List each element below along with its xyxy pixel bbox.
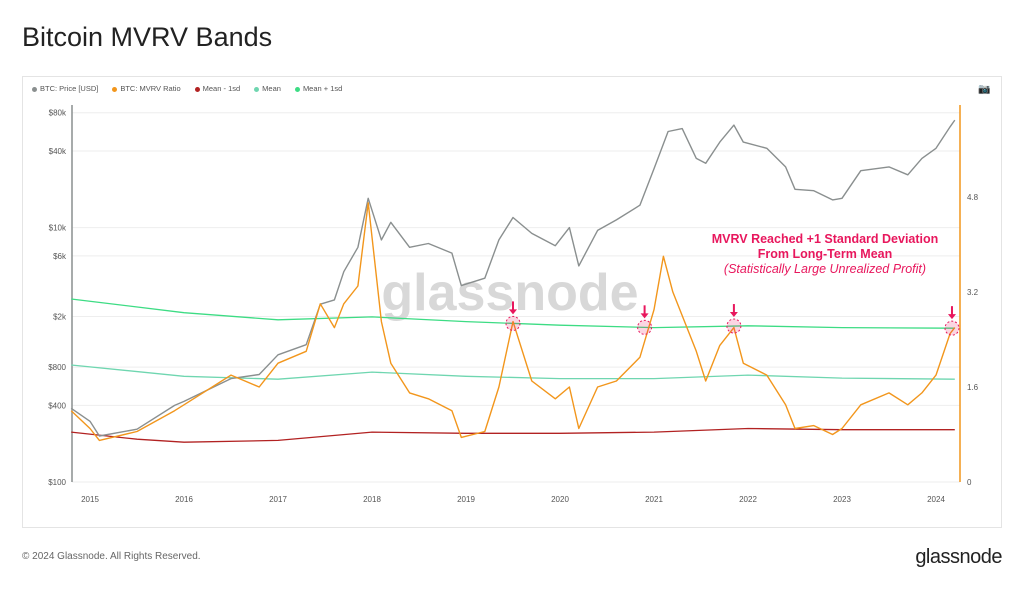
y-left-tick-label: $40k — [49, 147, 67, 156]
annotation-line2: From Long-Term Mean — [757, 247, 893, 261]
legend-label: BTC: Price [USD] — [40, 84, 99, 93]
highlight-circle — [637, 319, 653, 335]
y-left-tick-label: $10k — [49, 224, 67, 233]
legend: BTC: Price [USD] BTC: MVRV Ratio Mean - … — [32, 84, 342, 93]
page-title: Bitcoin MVRV Bands — [22, 22, 273, 52]
y-left-tick-label: $100 — [48, 478, 66, 487]
legend-item-mean-plus[interactable]: Mean + 1sd — [294, 84, 343, 93]
highlight-arrowhead — [509, 309, 517, 315]
camera-icon[interactable]: 📷 — [978, 84, 991, 95]
y-right-tick-label: 0 — [967, 478, 972, 487]
legend-item-mean[interactable]: Mean — [254, 84, 281, 93]
y-left-tick-label: $80k — [49, 109, 67, 118]
y-left-tick-label: $2k — [53, 313, 67, 322]
legend-label: Mean - 1sd — [202, 84, 241, 93]
x-tick-label: 2019 — [457, 495, 475, 504]
y-left-tick-label: $400 — [48, 401, 66, 410]
x-tick-label: 2023 — [833, 495, 851, 504]
x-tick-label: 2016 — [175, 495, 193, 504]
legend-label: BTC: MVRV Ratio — [120, 84, 181, 93]
legend-label: Mean + 1sd — [302, 84, 343, 93]
y-left-tick-label: $6k — [53, 252, 67, 261]
series-line-mean-1sd — [71, 427, 955, 443]
y-right-tick-label: 3.2 — [967, 288, 979, 297]
x-tick-label: 2020 — [551, 495, 569, 504]
y-right-tick-label: 1.6 — [967, 383, 979, 392]
x-tick-label: 2015 — [81, 495, 99, 504]
x-tick-label: 2017 — [269, 495, 287, 504]
annotation: MVRV Reached +1 Standard Deviation From … — [690, 232, 960, 277]
legend-item-mean-minus[interactable]: Mean - 1sd — [194, 84, 241, 93]
legend-label: Mean — [262, 84, 281, 93]
x-tick-label: 2022 — [739, 495, 757, 504]
x-tick-label: 2024 — [927, 495, 945, 504]
watermark: glassnode — [381, 264, 638, 322]
annotation-line1: MVRV Reached +1 Standard Deviation — [711, 232, 939, 246]
legend-item-price[interactable]: BTC: Price [USD] — [32, 84, 98, 93]
legend-dot — [294, 86, 300, 92]
copyright: © 2024 Glassnode. All Rights Reserved. — [22, 551, 201, 562]
x-tick-label: 2021 — [645, 495, 663, 504]
legend-dot — [112, 86, 118, 92]
highlight-arrowhead — [640, 313, 649, 319]
series-line-mean — [71, 364, 955, 380]
legend-dot — [254, 86, 260, 92]
series-line-btc-price-usd- — [70, 119, 956, 437]
highlight-circle — [944, 320, 960, 336]
highlight-arrowhead — [947, 314, 956, 320]
y-left-tick-label: $800 — [48, 363, 66, 372]
series-line-btc-mvrv-ratio — [70, 202, 956, 442]
chart-card — [22, 76, 1002, 528]
highlight-circle — [726, 318, 742, 334]
x-tick-label: 2018 — [363, 495, 381, 504]
glassnode-logo: glassnode — [915, 546, 1002, 568]
highlight-circle — [505, 315, 521, 331]
legend-dot — [32, 86, 37, 92]
legend-item-mvrv[interactable]: BTC: MVRV Ratio — [112, 84, 181, 93]
annotation-line3: (Statistically Large Unrealized Profit) — [723, 262, 927, 276]
legend-dot — [194, 86, 200, 92]
y-right-tick-label: 4.8 — [967, 193, 979, 202]
highlight-arrowhead — [729, 312, 738, 318]
